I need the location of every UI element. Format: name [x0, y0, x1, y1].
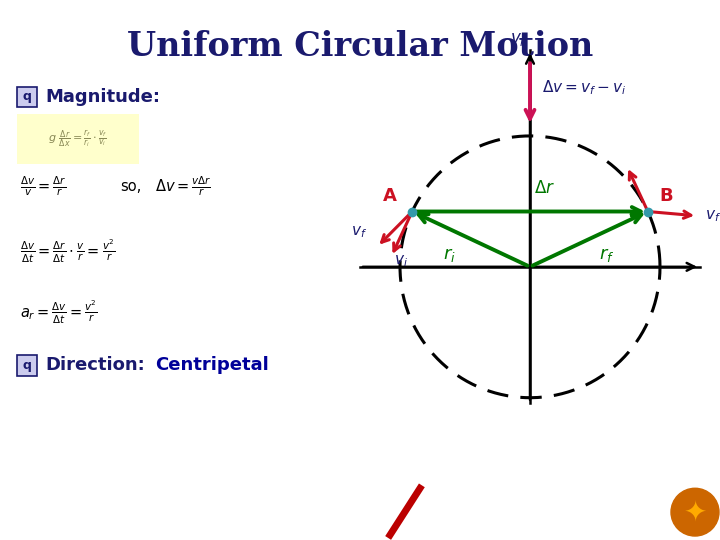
Circle shape [671, 488, 719, 536]
Text: $\Delta v = \frac{v\Delta r}{r}$: $\Delta v = \frac{v\Delta r}{r}$ [155, 174, 212, 198]
Text: $\Delta v = v_f - v_i$: $\Delta v = v_f - v_i$ [542, 79, 626, 97]
Text: $\frac{\Delta v}{v} = \frac{\Delta r}{r}$: $\frac{\Delta v}{v} = \frac{\Delta r}{r}… [20, 174, 66, 198]
Text: Magnitude:: Magnitude: [45, 87, 160, 106]
Text: $r_i$: $r_i$ [443, 246, 456, 264]
Text: $\Delta r$: $\Delta r$ [534, 179, 556, 198]
Text: ✦: ✦ [683, 498, 706, 526]
Text: $v_i$: $v_i$ [510, 30, 526, 49]
Text: A: A [383, 187, 397, 205]
Text: $g\ \frac{\Delta r}{\Delta x} = \frac{r_f}{r_i} \cdot \frac{v_f}{v_i}$: $g\ \frac{\Delta r}{\Delta x} = \frac{r_… [48, 128, 108, 150]
Text: N J I T: N J I T [175, 497, 256, 519]
Text: THE EDGE IN KNOWLEDGE: THE EDGE IN KNOWLEDGE [490, 517, 643, 527]
Text: Direction:: Direction: [45, 356, 145, 375]
Text: q: q [22, 90, 32, 103]
Text: at: at [118, 501, 135, 519]
Text: $v_f$: $v_f$ [351, 225, 367, 240]
FancyBboxPatch shape [17, 86, 37, 107]
Text: B: B [659, 187, 672, 205]
Text: $a_r = \frac{\Delta v}{\Delta t} = \frac{v^2}{r}$: $a_r = \frac{\Delta v}{\Delta t} = \frac… [20, 299, 98, 326]
FancyBboxPatch shape [17, 355, 37, 375]
Text: Centripetal: Centripetal [155, 356, 269, 375]
Text: 01 December 2020: 01 December 2020 [490, 495, 597, 505]
Text: $\frac{\Delta v}{\Delta t} = \frac{\Delta r}{\Delta t} \cdot \frac{v}{r} = \frac: $\frac{\Delta v}{\Delta t} = \frac{\Delt… [20, 238, 115, 265]
Text: $r_f$: $r_f$ [599, 246, 615, 264]
FancyBboxPatch shape [17, 114, 139, 164]
Text: $v_f$: $v_f$ [705, 208, 720, 224]
Text: New Jersey's Science & Technology University: New Jersey's Science & Technology Univer… [175, 525, 350, 535]
Text: $v_i$: $v_i$ [395, 253, 408, 269]
Text: q: q [22, 359, 32, 372]
Text: Uniform Circular Motion: Uniform Circular Motion [127, 30, 593, 63]
Text: Physics: Physics [22, 501, 98, 519]
Text: so,: so, [120, 179, 141, 194]
